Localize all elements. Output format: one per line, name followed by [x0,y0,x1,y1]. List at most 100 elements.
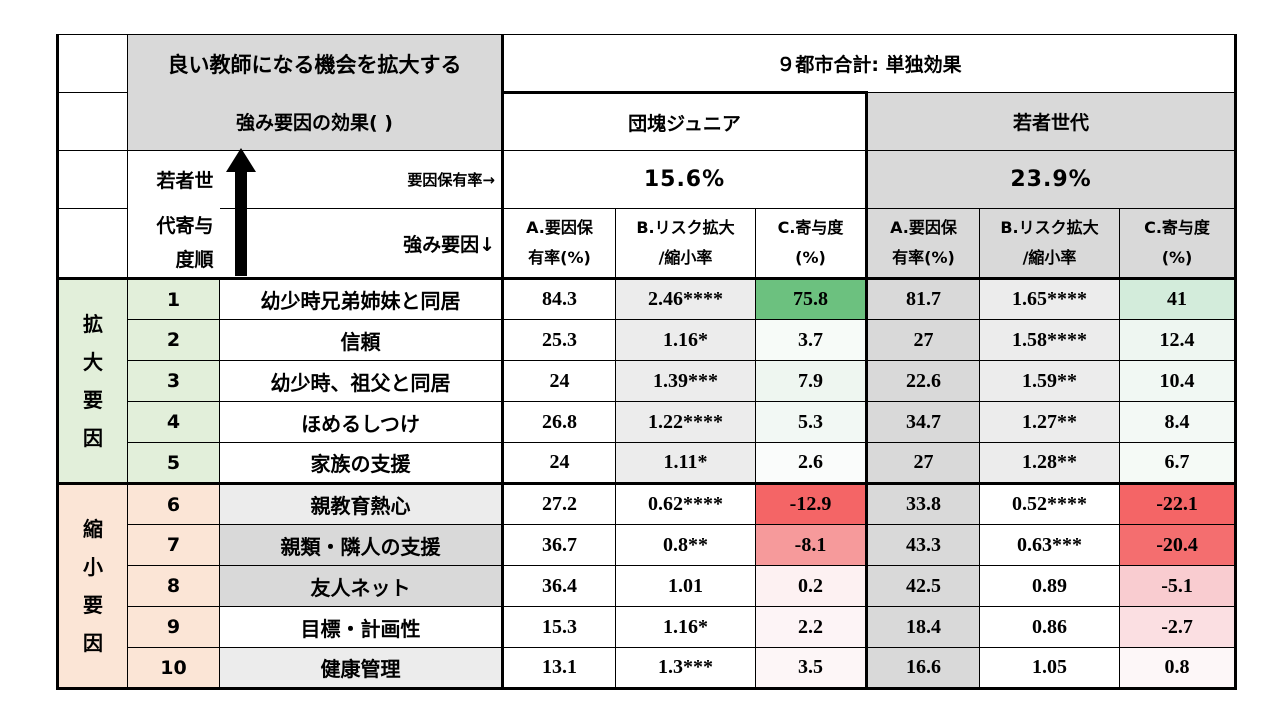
col-c-header-group-a: C.寄与度 (%) [755,208,868,280]
col-b-header-line1: B.リスク拡大 [636,218,735,237]
group-a-holding-rate: 24 [502,360,616,402]
factor-cell: ほめるしつけ [219,401,504,443]
group-b-holding-rate: 27 [866,319,980,361]
group-b-contribution: -20.4 [1118,524,1238,566]
strength-label: 強み要因↓ [219,208,504,280]
col-b-header-group-b: B.リスク拡大/縮小率 [979,208,1120,280]
rank-cell: 8 [127,565,220,607]
rank-label-line1: 若者世 [127,150,220,209]
group-label-shrink: 縮小要因 [56,482,128,690]
group-b-risk-ratio: 1.27** [979,401,1120,443]
group-label-char: 縮 [83,517,103,541]
group-b-holding-rate: 34.7 [866,401,980,443]
rank-cell: 4 [127,401,220,443]
group-b-contribution: 41 [1118,278,1238,320]
group-a-risk-ratio: 1.22**** [615,401,756,443]
group-a-risk-ratio: 1.11* [615,442,756,484]
group-b-holding-rate: 33.8 [866,482,980,525]
group-label-char: 大 [83,350,103,374]
col-a-header-line2: 有率(%) [528,248,591,267]
group-a-contribution: 2.2 [755,606,868,648]
corner-blank-4 [56,208,128,280]
group-a-contribution: 3.5 [755,647,868,690]
group-b-risk-ratio: 1.59** [979,360,1120,402]
table-row: 10 健康管理 13.1 1.3*** 3.5 16.6 1.05 0.8 [58,647,1238,690]
group-b-contribution: -22.1 [1118,482,1238,525]
col-a-header-line2: 有率(%) [892,248,955,267]
group-a-contribution: 75.8 [755,278,868,320]
rank-cell: 2 [127,319,220,361]
rank-cell: 5 [127,442,220,484]
group-a-risk-ratio: 1.16* [615,319,756,361]
group-b-risk-ratio: 0.52**** [979,482,1120,525]
group-a-risk-ratio: 1.3*** [615,647,756,690]
group-a-contribution: -12.9 [755,482,868,525]
rank-label-line2: 代寄与 [156,214,214,237]
group-label-char: 因 [83,631,103,655]
group-a-contribution: 2.6 [755,442,868,484]
table-row: 9 目標・計画性 15.3 1.16* 2.2 18.4 0.86 -2.7 [58,606,1238,648]
col-c-header-line2: (%) [795,248,826,267]
group-a-holding-rate: 25.3 [502,319,616,361]
table-row: 拡大要因 1 幼少時兄弟姉妹と同居 84.3 2.46**** 75.8 81.7 1.65*… [56,278,1238,484]
group-b-holding-rate: 27 [866,442,980,484]
factor-cell: 親教育熱心 [219,482,504,525]
table-title-line1: 良い教師になる機会を拡大する [127,34,504,93]
group-b-contribution: -2.7 [1118,606,1238,648]
table-row: 4 ほめるしつけ 26.8 1.22**** 5.3 34.7 1.27** 8.4 [58,401,1238,443]
factor-cell: 友人ネット [219,565,504,607]
rank-cell: 9 [127,606,220,648]
group-a-risk-ratio: 0.62**** [615,482,756,525]
group-a-holding-rate: 26.8 [502,401,616,443]
col-b-header-line2: /縮小率 [1022,248,1077,267]
group-b-contribution: 0.8 [1118,647,1238,690]
col-a-header-group-b: A.要因保 有率(%) [866,208,980,280]
factor-cell: 幼少時、祖父と同居 [219,360,504,402]
col-b-header-group-a: B.リスク拡大/縮小率 [615,208,756,280]
col-c-header-line1: C.寄与度 [1144,218,1210,237]
group-b-holding-rate: 16.6 [866,647,980,690]
col-c-header-line2: (%) [1161,248,1193,267]
group-b-risk-ratio: 1.58**** [979,319,1120,361]
table-row: 8 友人ネット 36.4 1.01 0.2 42.5 0.89 -5.1 [58,565,1238,607]
table-row: 5 家族の支援 24 1.11* 2.6 27 1.28** 6.7 [58,442,1238,484]
corner-blank-1 [56,34,128,93]
group-a-holding-rate: 36.4 [502,565,616,607]
group-label-expand: 拡大要因 [56,278,128,484]
scope-header: ９都市合計: 単独効果 [501,34,1238,93]
group-b-risk-ratio: 1.05 [979,647,1120,690]
group-b-risk-ratio: 0.86 [979,606,1120,648]
corner-blank-2 [56,92,128,151]
group-a-contribution: -8.1 [755,524,868,566]
group-a-holding-rate: 24 [502,442,616,484]
rate-group-b: 23.9% [865,150,1238,209]
rank-label-cell: 代寄与 度順 [127,208,220,280]
factor-effects-table: 良い教師になる機会を拡大する ９都市合計: 単独効果 強み要因の効果( ) 団塊… [56,34,1238,690]
group-label-char: 拡 [83,312,103,336]
group-b-header: 若者世代 [865,92,1238,151]
group-label-char: 因 [83,426,103,450]
group-a-holding-rate: 13.1 [502,647,616,690]
group-b-holding-rate: 43.3 [866,524,980,566]
table-title-line2: 強み要因の効果( ) [127,92,504,151]
rank-cell: 6 [127,482,220,525]
table-row: 3 幼少時、祖父と同居 24 1.39*** 7.9 22.6 1.59** 10.4 [58,360,1238,402]
rank-cell: 10 [127,647,220,690]
group-b-risk-ratio: 1.65**** [979,278,1120,320]
group-b-contribution: -5.1 [1118,565,1238,607]
group-b-risk-ratio: 0.63*** [979,524,1120,566]
group-b-contribution: 10.4 [1118,360,1238,402]
corner-blank-3 [56,150,128,209]
group-b-holding-rate: 22.6 [866,360,980,402]
group-b-holding-rate: 18.4 [866,606,980,648]
col-c-header-line1: C.寄与度 [777,218,844,237]
group-b-contribution: 12.4 [1118,319,1238,361]
col-c-header-group-b: C.寄与度 (%) [1118,208,1238,280]
rate-group-a: 15.6% [502,150,868,209]
group-a-contribution: 7.9 [755,360,868,402]
factor-cell: 幼少時兄弟姉妹と同居 [219,278,504,320]
group-b-holding-rate: 42.5 [866,565,980,607]
factor-cell: 親類・隣人の支援 [219,524,504,566]
holding-rate-label: 要因保有率→ [219,150,504,209]
col-b-header-line2: /縮小率 [658,248,713,267]
